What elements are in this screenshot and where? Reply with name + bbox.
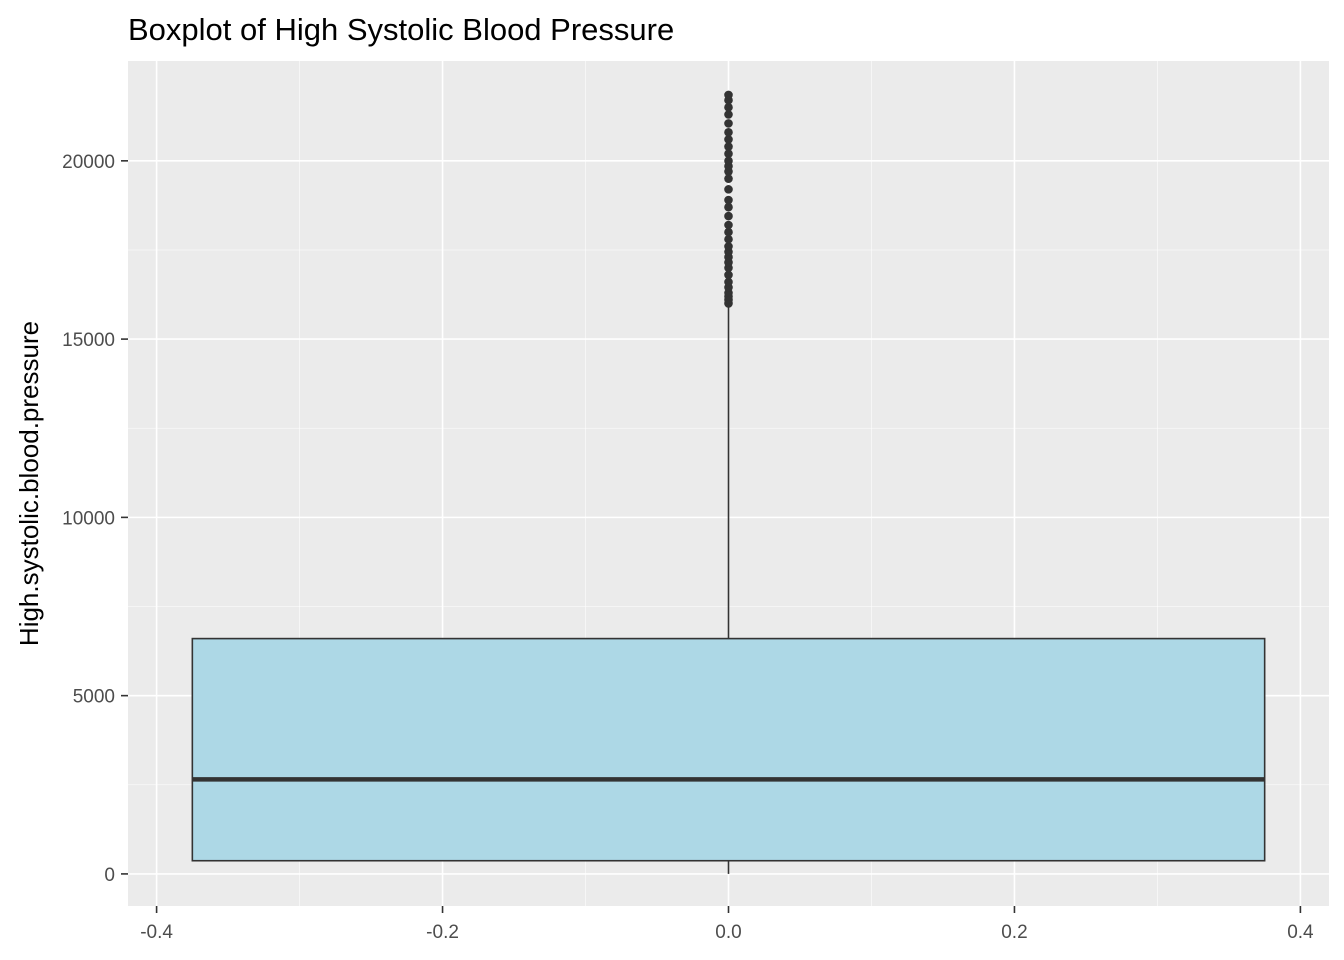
y-tick-label: 0 [104, 865, 115, 886]
outlier-point [724, 103, 733, 112]
outlier-point [724, 135, 733, 144]
box-layer [191, 303, 1266, 874]
outlier-point [724, 142, 733, 151]
y-tick-label: 5000 [73, 687, 115, 708]
axis-tick-marks [121, 160, 1302, 913]
outlier-point [724, 185, 733, 194]
outlier-point [724, 174, 733, 183]
outlier-point [724, 110, 733, 119]
y-axis-tick-labels: 0 5000 10000 15000 20000 [62, 152, 115, 886]
x-tick-label: 0.4 [1287, 922, 1314, 943]
outlier-point [724, 195, 733, 205]
outlier-point [724, 242, 733, 251]
outlier-point [724, 211, 733, 221]
x-tick-label: -0.4 [140, 922, 173, 943]
outlier-point [724, 202, 733, 212]
outlier-point [724, 156, 733, 166]
outlier-points [724, 90, 733, 308]
outlier-point [724, 128, 733, 137]
x-tick-label: 0.0 [715, 922, 741, 943]
chart-title: Boxplot of High Systolic Blood Pressure [128, 12, 674, 47]
x-tick-label: 0.2 [1001, 922, 1027, 943]
outlier-point [724, 227, 733, 237]
x-axis-tick-labels: -0.4 -0.2 0.0 0.2 0.4 [140, 922, 1314, 943]
outlier-point [724, 234, 733, 244]
outlier-point [724, 270, 733, 280]
outlier-point [724, 119, 733, 128]
interquartile-box [191, 637, 1266, 862]
outlier-point [724, 90, 733, 100]
x-tick-label: -0.2 [426, 922, 459, 943]
y-tick-label: 15000 [62, 330, 115, 351]
outlier-point [724, 220, 733, 230]
y-tick-label: 20000 [62, 152, 115, 173]
outlier-point [724, 277, 733, 287]
y-axis-label: High.systolic.blood.pressure [14, 321, 44, 646]
y-tick-label: 10000 [62, 508, 115, 529]
outlier-point [724, 149, 733, 159]
